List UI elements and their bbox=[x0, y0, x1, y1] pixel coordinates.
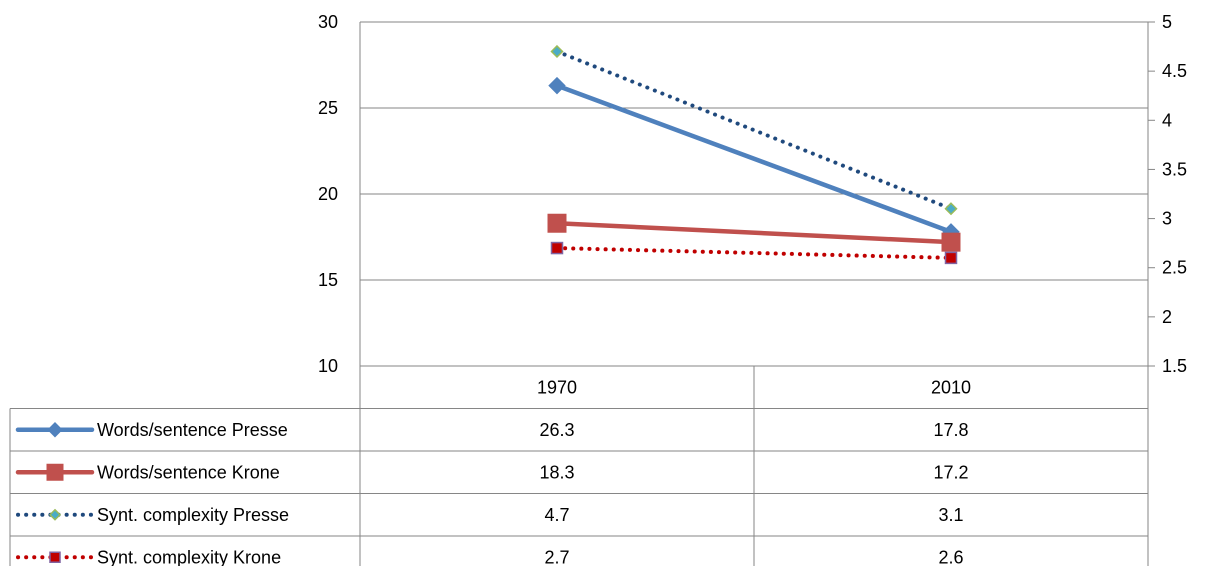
right-tick-label: 5 bbox=[1162, 12, 1172, 32]
legend-label: Words/sentence Presse bbox=[97, 420, 288, 440]
data-value: 2.7 bbox=[544, 547, 569, 566]
series-line bbox=[555, 246, 953, 260]
data-point bbox=[941, 232, 961, 252]
right-tick-label: 3 bbox=[1162, 209, 1172, 229]
data-value: 18.3 bbox=[539, 462, 574, 482]
left-axis: 30 25 20 15 10 bbox=[318, 12, 338, 376]
category-label: 1970 bbox=[537, 377, 577, 397]
series-line bbox=[554, 220, 954, 245]
legend-label: Synt. complexity Krone bbox=[97, 547, 281, 566]
data-point bbox=[548, 76, 566, 95]
series-line bbox=[555, 49, 953, 211]
series-group bbox=[547, 44, 961, 265]
left-tick-label: 10 bbox=[318, 356, 338, 376]
right-tick-label: 1.5 bbox=[1162, 356, 1187, 376]
data-value: 2.6 bbox=[938, 547, 963, 566]
data-point bbox=[550, 241, 564, 255]
gridlines bbox=[359, 21, 1149, 367]
data-point bbox=[547, 213, 567, 233]
series-line bbox=[554, 83, 954, 235]
legend-label: Synt. complexity Presse bbox=[97, 505, 289, 525]
right-tick-label: 3.5 bbox=[1162, 159, 1187, 179]
left-tick-label: 15 bbox=[318, 270, 338, 290]
legend-label: Words/sentence Krone bbox=[97, 462, 280, 482]
legend-key-marker bbox=[49, 551, 61, 563]
right-tick-label: 2.5 bbox=[1162, 258, 1187, 278]
right-tick-label: 4 bbox=[1162, 110, 1172, 130]
legend-key-marker bbox=[47, 422, 63, 438]
data-point bbox=[550, 44, 564, 59]
data-value: 3.1 bbox=[938, 505, 963, 525]
data-value: 17.8 bbox=[933, 420, 968, 440]
left-tick-label: 30 bbox=[318, 12, 338, 32]
data-value: 17.2 bbox=[933, 462, 968, 482]
data-value: 26.3 bbox=[539, 420, 574, 440]
left-tick-label: 20 bbox=[318, 184, 338, 204]
data-point bbox=[944, 251, 958, 265]
right-tick-label: 2 bbox=[1162, 307, 1172, 327]
right-tick-label: 4.5 bbox=[1162, 61, 1187, 81]
data-table: 1970 2010 Words/sentence Presse 26.3 17.8 Wor… bbox=[9, 366, 1149, 566]
left-tick-label: 25 bbox=[318, 98, 338, 118]
legend-key-marker bbox=[48, 508, 62, 521]
data-point bbox=[944, 202, 958, 216]
data-value: 4.7 bbox=[544, 505, 569, 525]
category-label: 2010 bbox=[931, 377, 971, 397]
legend-key-marker bbox=[46, 463, 64, 481]
right-axis: 5 4.5 4 3.5 3 2.5 2 1.5 bbox=[1148, 12, 1187, 376]
